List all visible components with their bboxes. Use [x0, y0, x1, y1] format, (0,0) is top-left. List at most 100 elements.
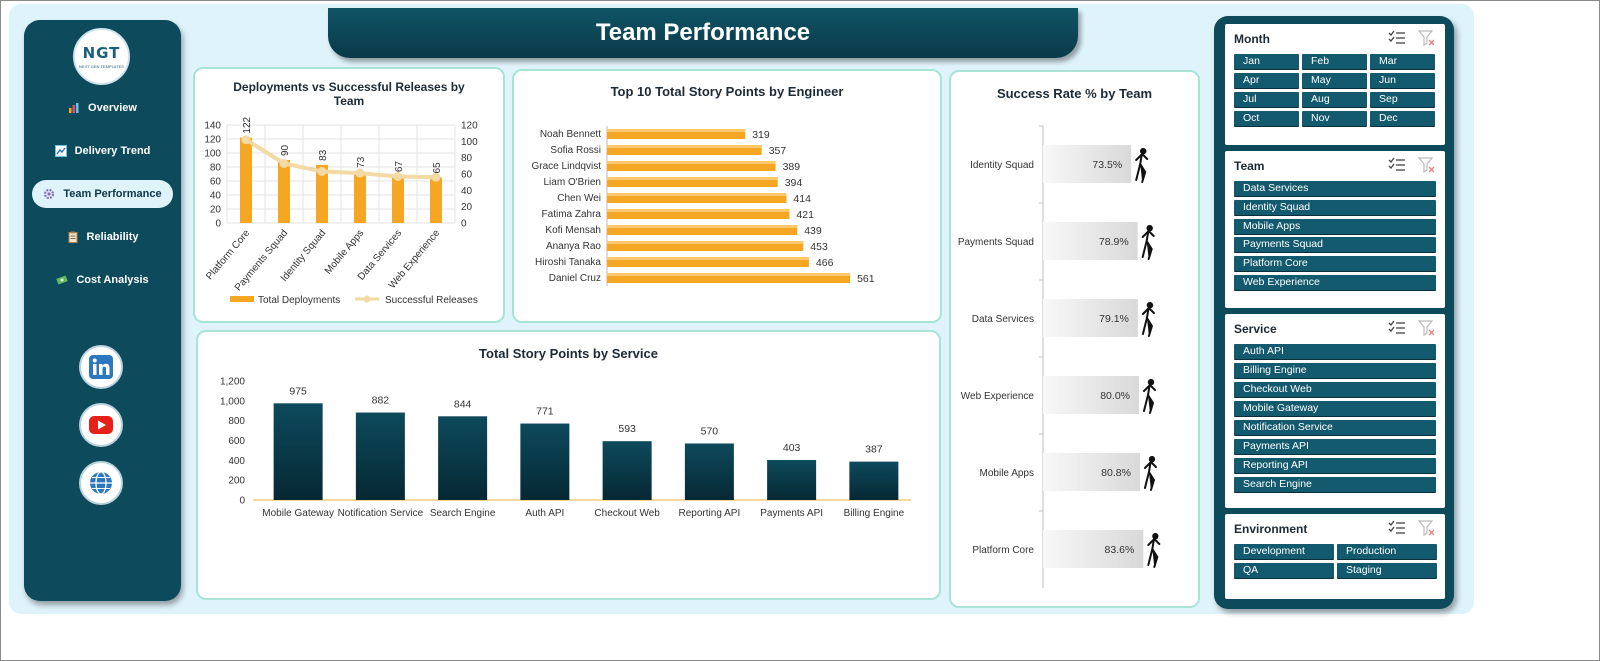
- month-option[interactable]: Aug: [1302, 92, 1367, 107]
- service-label: Payments API: [760, 508, 823, 519]
- deployments-chart-panel: Deployments vs Successful Releases by Te…: [193, 67, 505, 323]
- multi-select-icon[interactable]: [1388, 320, 1406, 336]
- success-rate-chart: Identity Squad 73.5% Payments Squad 78.9% Da…: [958, 125, 1161, 588]
- clear-filter-icon[interactable]: [1417, 157, 1436, 174]
- linkedin-button[interactable]: [79, 345, 123, 389]
- nav-item-reliability[interactable]: Reliability: [32, 223, 173, 251]
- multi-select-icon[interactable]: [1388, 30, 1406, 46]
- website-button[interactable]: [79, 461, 123, 505]
- money-icon: [56, 275, 69, 285]
- y2-tick-label: 0: [461, 219, 467, 230]
- engineer-bar-highlight: [607, 193, 787, 196]
- engineer-bar-highlight: [607, 225, 798, 228]
- engineer-bar: [607, 193, 787, 203]
- nav-item-delivery-trend[interactable]: Delivery Trend: [32, 137, 173, 165]
- month-option[interactable]: Dec: [1370, 111, 1435, 126]
- service-option[interactable]: Reporting API: [1234, 458, 1436, 473]
- month-option[interactable]: Apr: [1234, 73, 1299, 88]
- y-tick-label: 1,200: [220, 377, 245, 388]
- successful-releases-point: [355, 168, 365, 178]
- environment-option[interactable]: Development: [1234, 544, 1334, 559]
- team-option[interactable]: Mobile Apps: [1234, 218, 1436, 234]
- service-option[interactable]: Billing Engine: [1234, 363, 1436, 378]
- clear-filter-icon[interactable]: [1417, 320, 1436, 337]
- environment-option[interactable]: QA: [1234, 563, 1334, 578]
- team-option[interactable]: Data Services: [1234, 181, 1436, 196]
- deployment-bar: [240, 137, 252, 223]
- team-option[interactable]: Platform Core: [1234, 256, 1436, 272]
- clear-filter-icon[interactable]: [1417, 30, 1436, 47]
- nav-item-cost-analysis[interactable]: Cost Analysis: [32, 266, 173, 294]
- successful-releases-point: [279, 158, 289, 168]
- month-option[interactable]: Mar: [1370, 54, 1435, 69]
- top10-chart: Noah Bennett 319 Sofia Rossi 357 Grace Lindq…: [532, 126, 875, 286]
- month-option[interactable]: Sep: [1370, 92, 1435, 107]
- y-tick-label: 600: [228, 436, 245, 447]
- service-label: Notification Service: [338, 508, 424, 519]
- nav-item-team-performance[interactable]: Team Performance: [32, 180, 173, 208]
- success-bar: [1043, 530, 1144, 568]
- engineer-bar-highlight: [607, 273, 851, 276]
- service-value: 882: [372, 395, 390, 407]
- y2-tick-label: 20: [461, 202, 473, 213]
- top10-chart-title: Top 10 Total Story Points by Engineer: [610, 84, 844, 99]
- team-option[interactable]: Web Experience: [1234, 275, 1436, 290]
- multi-select-icon[interactable]: [1388, 520, 1406, 536]
- service-option[interactable]: Payments API: [1234, 439, 1436, 454]
- engineer-label: Chen Wei: [557, 193, 601, 204]
- month-option[interactable]: Jan: [1234, 54, 1299, 69]
- success-value: 83.6%: [1105, 544, 1135, 556]
- clear-filter-icon[interactable]: [1417, 520, 1436, 537]
- deployments-chart: 140120100806040200120100806040200122Plat…: [204, 116, 478, 306]
- service-option[interactable]: Search Engine: [1234, 477, 1436, 492]
- engineer-bar: [607, 273, 851, 283]
- month-option[interactable]: Jun: [1370, 73, 1435, 88]
- engineer-bar: [607, 225, 798, 235]
- month-option[interactable]: Nov: [1302, 111, 1367, 126]
- service-option[interactable]: Checkout Web: [1234, 382, 1436, 397]
- successful-releases-point: [241, 135, 251, 145]
- service-bar: [602, 441, 652, 500]
- bar-data-label: 67: [394, 161, 405, 173]
- nav-item-overview[interactable]: Overview: [32, 94, 173, 122]
- environment-option[interactable]: Production: [1337, 544, 1437, 559]
- service-option[interactable]: Notification Service: [1234, 420, 1436, 435]
- multi-select-icon[interactable]: [1388, 157, 1406, 173]
- youtube-button[interactable]: [79, 403, 123, 447]
- team-label: Web Experience: [961, 391, 1035, 402]
- month-option[interactable]: Oct: [1234, 111, 1299, 126]
- service-value: 403: [783, 442, 801, 454]
- engineer-value: 453: [810, 241, 828, 253]
- y2-tick-label: 120: [461, 121, 478, 132]
- service-label: Checkout Web: [594, 508, 660, 519]
- y-tick-label: 100: [204, 149, 221, 160]
- service-chart: 1,200 1,000 800 600 400 200 0 975 Mobile Gateway…: [220, 377, 911, 519]
- month-option[interactable]: Jul: [1234, 92, 1299, 107]
- nav-label: Team Performance: [63, 188, 162, 200]
- engineer-bar-highlight: [607, 145, 762, 148]
- engineer-label: Kofi Mensah: [545, 225, 601, 236]
- success-bar: [1043, 376, 1139, 414]
- month-option[interactable]: Feb: [1302, 54, 1367, 69]
- nav-label: Delivery Trend: [74, 145, 151, 157]
- engineer-value: 439: [804, 225, 822, 237]
- success-value: 80.0%: [1100, 390, 1130, 402]
- deployment-bar: [430, 177, 442, 223]
- service-value: 844: [454, 398, 472, 410]
- environment-option[interactable]: Staging: [1337, 563, 1437, 578]
- bar-data-label: 65: [432, 162, 443, 174]
- success-rate-panel: Success Rate % by Team Identity Squad 73.…: [949, 70, 1200, 608]
- service-option[interactable]: Mobile Gateway: [1234, 401, 1436, 416]
- logo-text: NGT: [82, 44, 121, 62]
- service-bar: [355, 412, 405, 500]
- engineer-label: Grace Lindqvist: [532, 161, 602, 172]
- team-option[interactable]: Payments Squad: [1234, 237, 1436, 253]
- deployment-bar: [316, 164, 328, 223]
- team-label: Identity Squad: [970, 160, 1034, 171]
- service-option[interactable]: Auth API: [1234, 344, 1436, 359]
- team-label: Data Services: [972, 314, 1034, 325]
- month-option[interactable]: May: [1302, 73, 1367, 88]
- engineer-bar-highlight: [607, 209, 790, 212]
- team-option[interactable]: Identity Squad: [1234, 199, 1436, 215]
- engineer-value: 466: [816, 257, 834, 269]
